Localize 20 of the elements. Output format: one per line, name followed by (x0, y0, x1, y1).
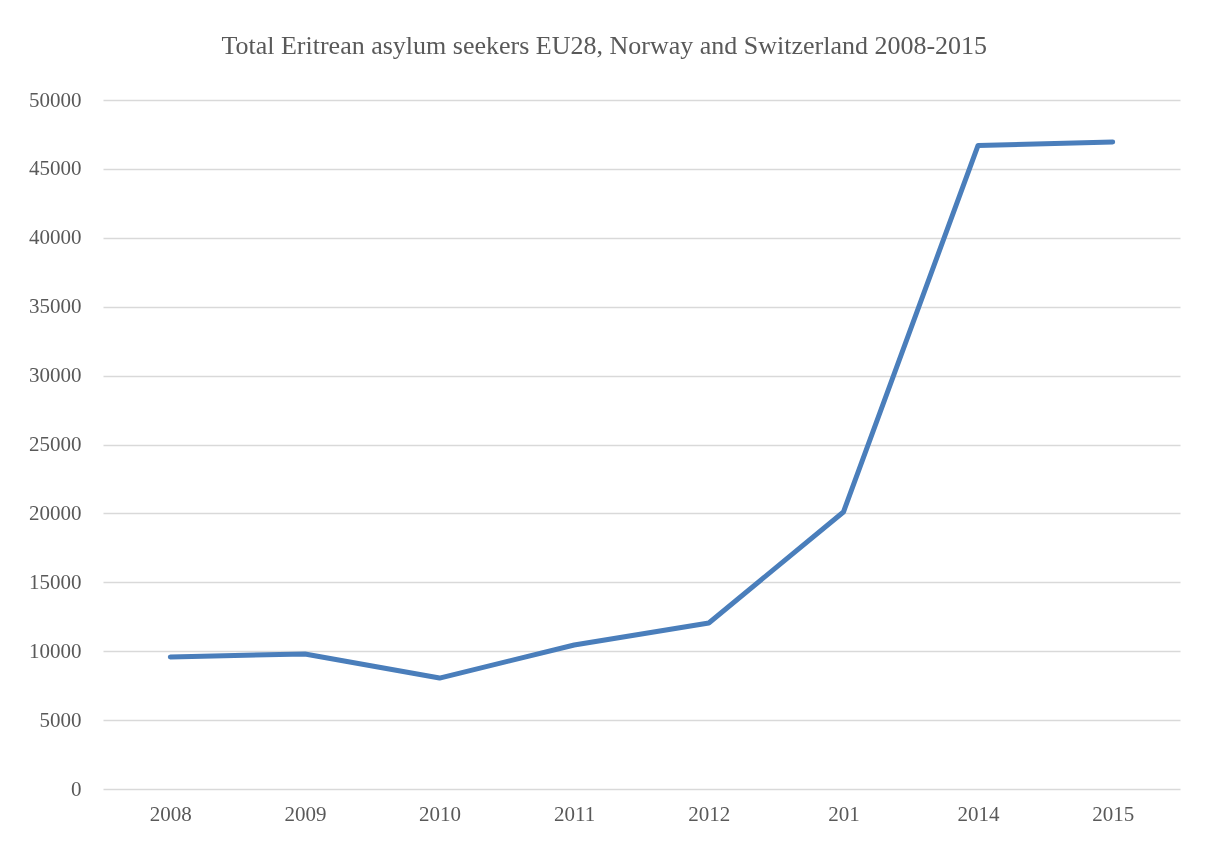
y-tick-label: 0 (71, 776, 82, 801)
x-tick-label: 2009 (284, 801, 327, 826)
x-tick-label: 2015 (1092, 801, 1135, 826)
y-tick-label: 15000 (29, 569, 82, 594)
chart-title: Total Eritrean asylum seekers EU28, Norway and Switzerland 2008-2015 (221, 31, 988, 60)
x-tick-label: 2011 (554, 801, 596, 826)
y-tick-label: 40000 (29, 225, 82, 250)
y-tick-label: 45000 (29, 156, 82, 181)
y-tick-label: 20000 (29, 500, 82, 525)
x-tick-label: 2008 (149, 801, 192, 826)
x-tick-label: 2014 (957, 801, 1001, 826)
x-tick-label: 201 (828, 801, 860, 826)
x-tick-label: 2010 (419, 801, 462, 826)
y-tick-label: 25000 (29, 432, 82, 456)
y-tick-label: 30000 (29, 363, 82, 388)
y-tick-label: 35000 (29, 294, 82, 319)
y-tick-label: 50000 (29, 87, 82, 112)
x-tick-label: 2012 (688, 801, 731, 826)
y-tick-label: 5000 (39, 707, 82, 732)
y-tick-label: 10000 (29, 638, 82, 663)
